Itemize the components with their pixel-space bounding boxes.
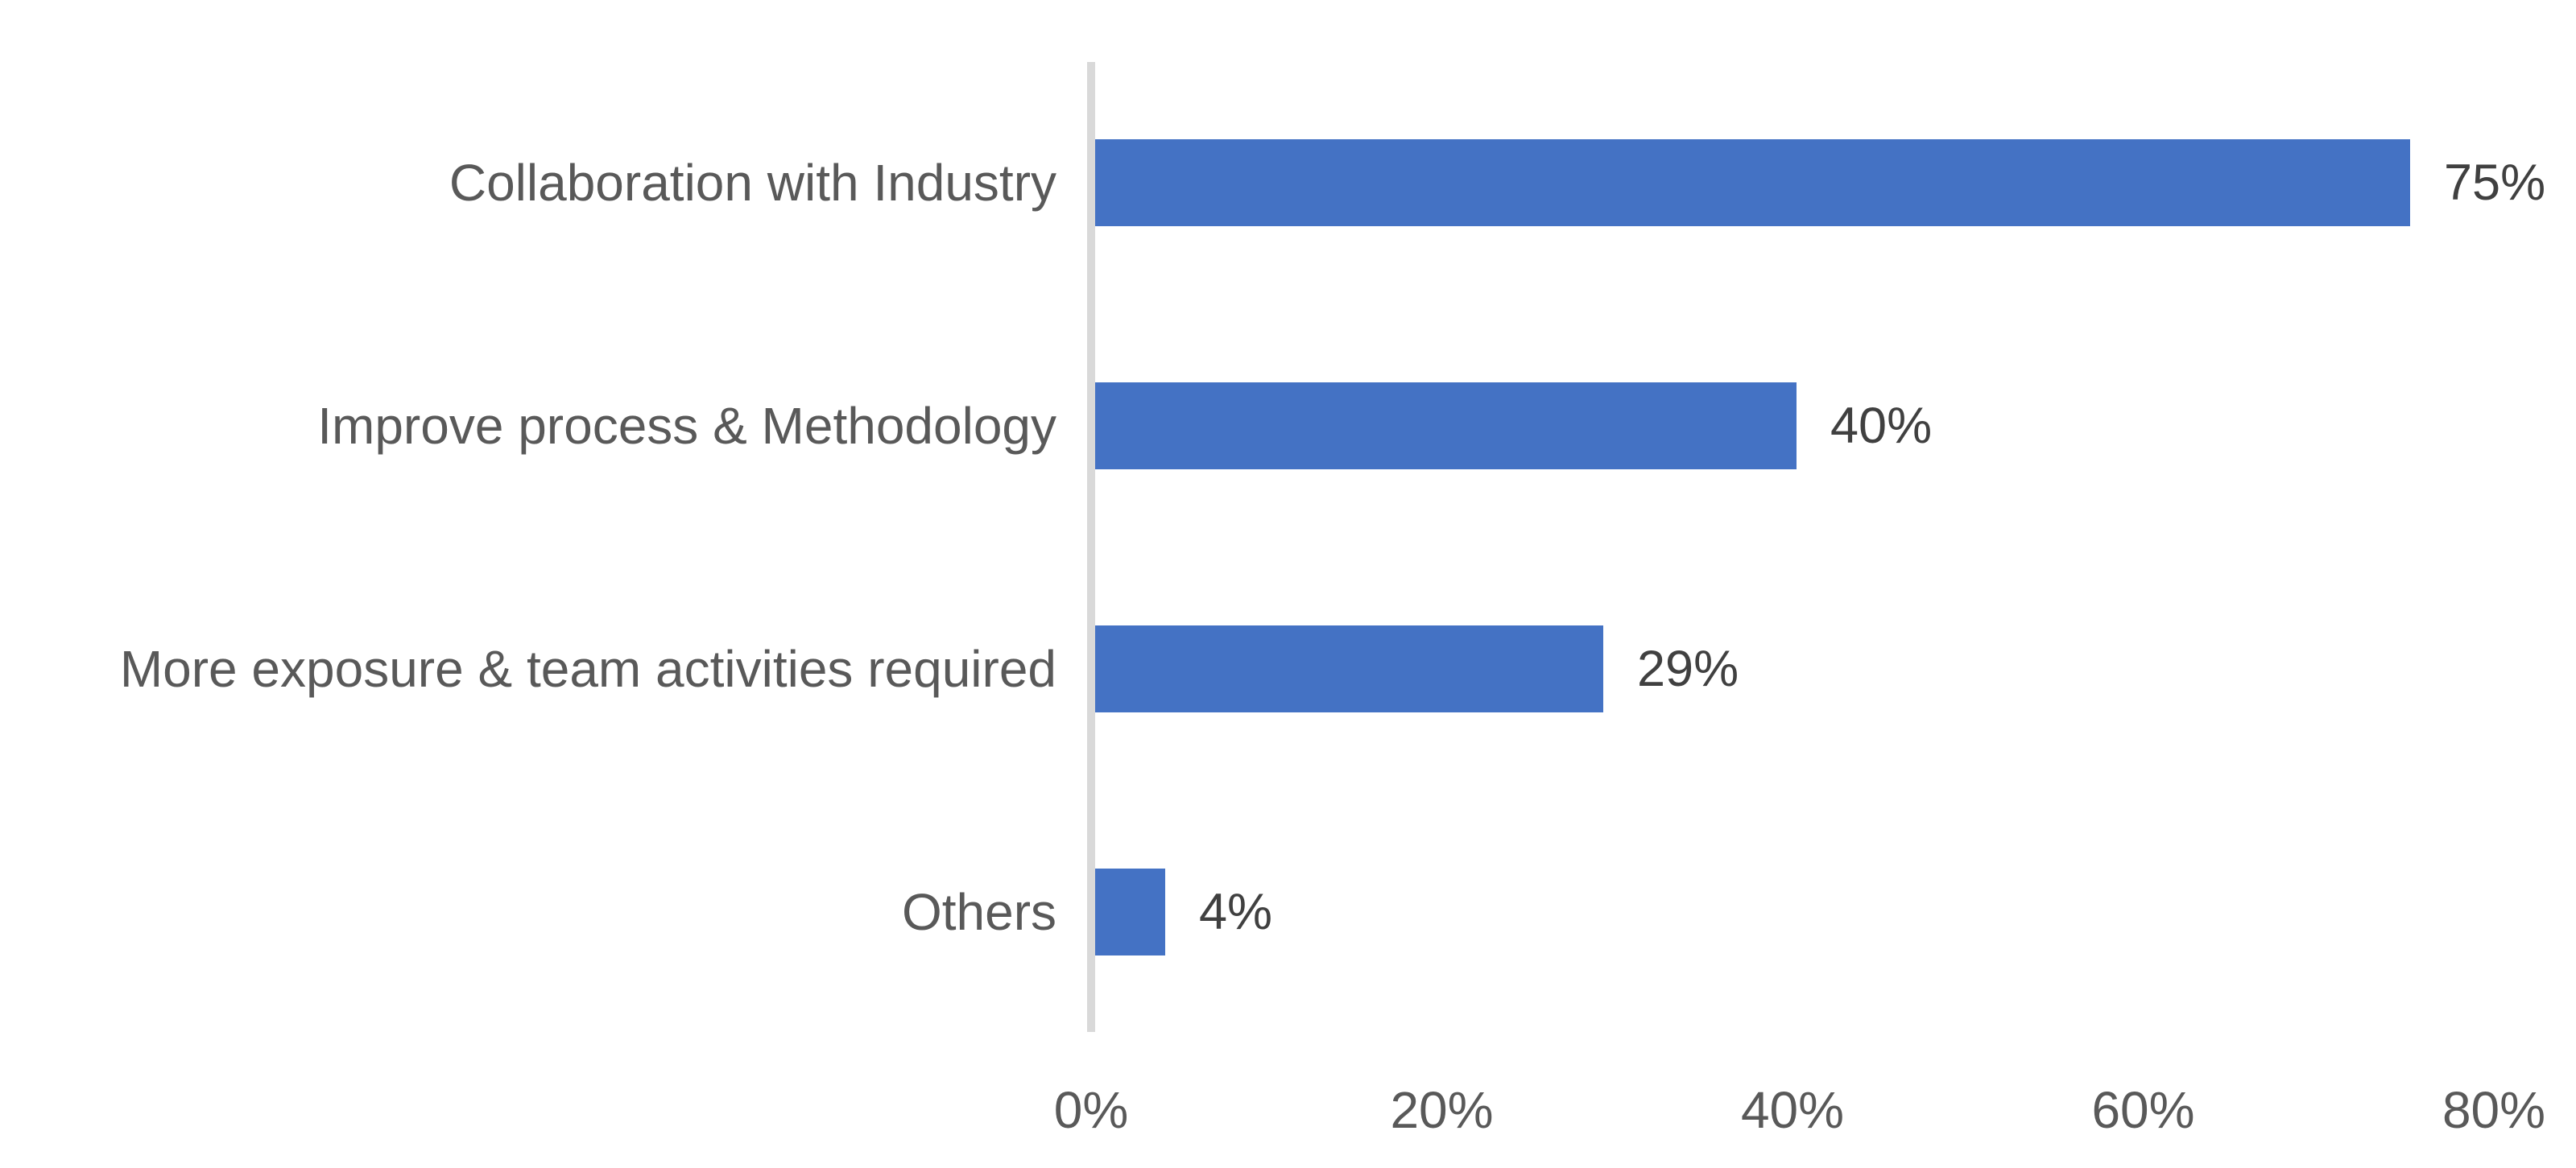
x-axis-tick-label: 0% (1053, 1081, 1129, 1139)
category-label: More exposure & team activities required (119, 640, 1056, 698)
x-axis-tick-label: 60% (2091, 1081, 2195, 1139)
data-label: 75% (2444, 155, 2546, 211)
chart-row: Collaboration with Industry 75% (0, 139, 2576, 226)
y-axis-line (1087, 62, 1095, 1032)
x-axis-tick-label: 80% (2442, 1081, 2546, 1139)
chart-row: Improve process & Methodology 40% (0, 382, 2576, 469)
category-label: Others (901, 883, 1056, 941)
bar (1095, 869, 1165, 955)
category-label: Improve process & Methodology (317, 397, 1056, 455)
chart-row: Others 4% (0, 869, 2576, 955)
x-axis-tick-label: 40% (1740, 1081, 1845, 1139)
bar (1095, 382, 1797, 469)
bar (1095, 139, 2410, 226)
data-label: 4% (1199, 884, 1273, 940)
chart-row: More exposure & team activities required… (0, 625, 2576, 712)
category-label: Collaboration with Industry (449, 154, 1056, 212)
bar (1095, 625, 1603, 712)
x-axis-tick-label: 20% (1390, 1081, 1494, 1139)
data-label: 40% (1830, 398, 1933, 454)
data-label: 29% (1637, 641, 1739, 697)
